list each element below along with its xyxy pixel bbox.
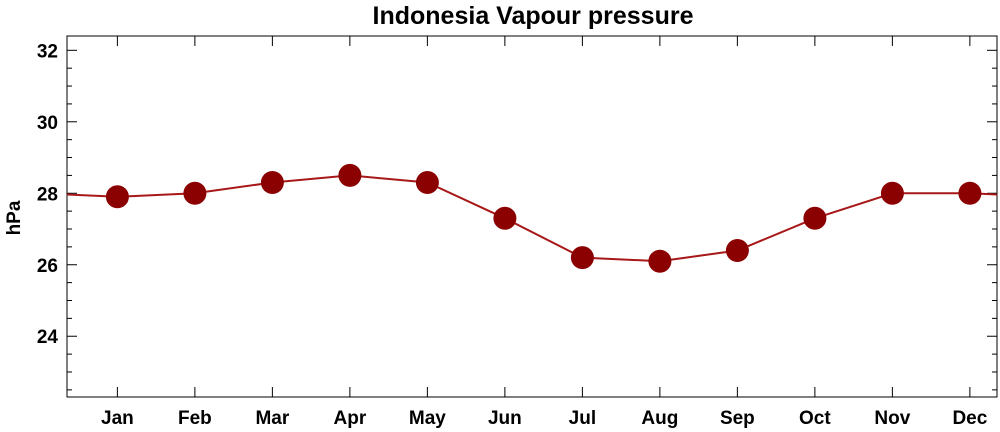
x-tick-label: Mar — [255, 408, 289, 429]
x-axis-ticks — [116, 36, 971, 397]
data-point — [570, 246, 594, 270]
data-point — [880, 181, 904, 205]
data-point — [338, 163, 362, 187]
data-point — [958, 181, 982, 205]
data-point — [493, 206, 517, 230]
x-tick-label: Oct — [799, 408, 831, 429]
x-tick-label: May — [409, 408, 446, 429]
x-axis-tick-labels: Jan Feb Mar Apr May Jun Jul Aug Sep Oct Nov Dec — [101, 408, 988, 429]
y-tick-label: 24 — [37, 327, 59, 348]
y-tick-label: 32 — [37, 41, 58, 62]
x-tick-label: Jul — [569, 408, 596, 429]
data-point — [260, 171, 284, 194]
series-vapour-pressure — [66, 163, 998, 273]
data-point — [415, 171, 439, 194]
plot-frame — [66, 35, 998, 398]
x-tick-label: Feb — [178, 408, 212, 429]
data-point — [105, 185, 129, 209]
x-tick-label: Nov — [874, 408, 910, 429]
data-point — [183, 181, 207, 205]
x-tick-label: Jun — [488, 408, 522, 429]
chart-title: Indonesia Vapour pressure — [373, 2, 694, 30]
y-tick-label: 28 — [37, 184, 58, 205]
x-tick-label: Aug — [641, 408, 678, 429]
data-point — [803, 206, 827, 230]
y-tick-label: 26 — [37, 256, 58, 277]
data-point — [725, 239, 749, 262]
y-tick-label: 30 — [37, 113, 58, 134]
x-tick-label: Apr — [334, 408, 367, 429]
x-tick-label: Sep — [720, 408, 755, 429]
x-tick-label: Dec — [952, 408, 987, 429]
y-axis-ticks — [67, 49, 997, 391]
data-point — [648, 249, 672, 273]
x-tick-label: Jan — [101, 408, 134, 429]
series-line — [66, 174, 998, 263]
y-axis-label: hPa — [4, 200, 25, 235]
y-axis-tick-labels: 24 26 28 30 32 — [37, 41, 59, 348]
